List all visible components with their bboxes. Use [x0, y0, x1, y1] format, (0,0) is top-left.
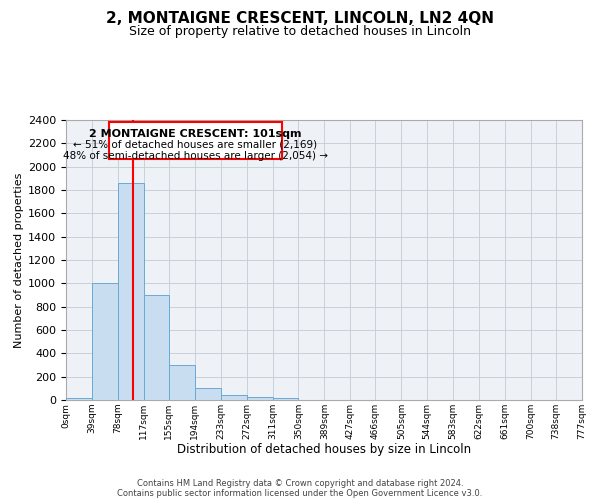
Text: Contains HM Land Registry data © Crown copyright and database right 2024.: Contains HM Land Registry data © Crown c…: [137, 478, 463, 488]
Bar: [66, 398, 92, 400]
Bar: [272, 398, 298, 400]
Text: 2, MONTAIGNE CRESCENT, LINCOLN, LN2 4QN: 2, MONTAIGNE CRESCENT, LINCOLN, LN2 4QN: [106, 11, 494, 26]
Text: 48% of semi-detached houses are larger (2,054) →: 48% of semi-detached houses are larger (…: [63, 151, 328, 161]
Bar: [247, 396, 272, 400]
Bar: [195, 388, 221, 400]
Text: 2 MONTAIGNE CRESCENT: 101sqm: 2 MONTAIGNE CRESCENT: 101sqm: [89, 129, 302, 139]
X-axis label: Distribution of detached houses by size in Lincoln: Distribution of detached houses by size …: [177, 444, 471, 456]
Bar: [143, 295, 169, 400]
Bar: [118, 183, 143, 400]
Text: ← 51% of detached houses are smaller (2,169): ← 51% of detached houses are smaller (2,…: [73, 140, 317, 150]
Y-axis label: Number of detached properties: Number of detached properties: [14, 172, 24, 348]
Text: Contains public sector information licensed under the Open Government Licence v3: Contains public sector information licen…: [118, 488, 482, 498]
Bar: [92, 283, 118, 400]
Bar: [221, 395, 247, 400]
Bar: [169, 365, 195, 400]
Text: Size of property relative to detached houses in Lincoln: Size of property relative to detached ho…: [129, 25, 471, 38]
